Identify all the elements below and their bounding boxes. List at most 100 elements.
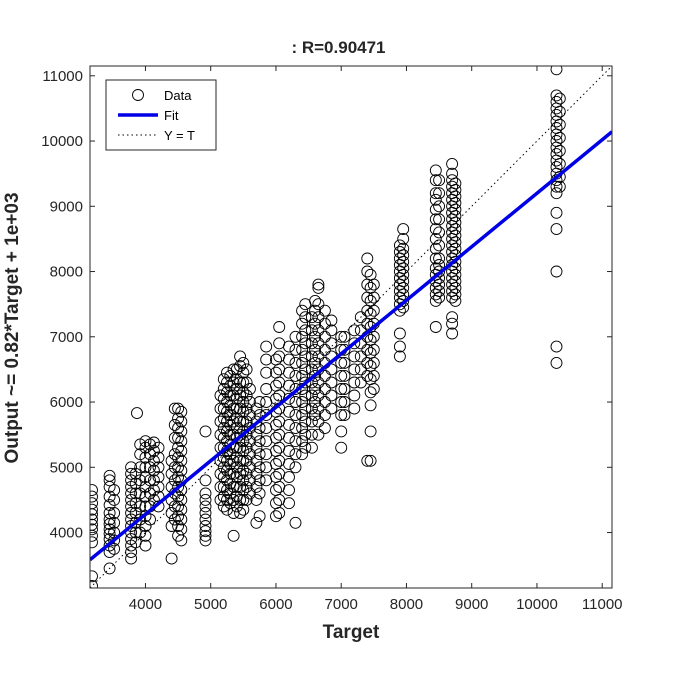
data-point [243,409,256,422]
data-point [429,252,442,265]
data-point [234,350,247,363]
data-point [172,431,185,444]
data-point [553,105,566,118]
data-point [296,435,309,448]
data-point [172,402,185,415]
data-point [367,356,380,369]
data-point [299,402,312,415]
data-point [338,356,351,369]
data-point [253,487,266,500]
data-point [289,343,302,356]
x-tick-label: 8000 [390,596,423,613]
data-point [318,343,331,356]
data-point [299,324,312,337]
data-point [312,324,325,337]
data-point [240,493,253,506]
data-point [237,356,250,369]
data-point [289,383,302,395]
data-point [139,539,152,552]
data-point [230,480,243,493]
data-point [214,428,227,441]
data-point [103,546,116,559]
data-point [449,210,462,223]
data-point [318,409,331,422]
data-point [172,500,185,513]
data-point [338,330,351,343]
data-point [283,418,295,431]
data-point [230,402,243,415]
data-point [217,422,230,435]
data-point [108,507,121,519]
data-point [253,448,266,461]
data-point [283,458,295,470]
data-point [139,451,152,464]
data-point [367,304,380,317]
data-point [165,454,178,467]
data-point [103,490,116,503]
data-point [175,435,188,448]
data-point [318,330,331,343]
data-point [152,451,165,464]
x-tick-label: 9000 [455,596,488,613]
data-point [550,340,563,353]
data-point [305,402,318,415]
data-point [134,500,147,513]
data-point [168,448,181,461]
data-point [172,412,185,425]
data-point [325,402,338,415]
data-point [230,441,243,454]
x-tick-label: 6000 [259,596,292,613]
data-point [134,461,147,474]
data-point [446,317,459,330]
data-point [250,454,263,467]
data-point [397,275,410,288]
data-point [305,363,318,376]
data-point [335,330,348,343]
data-point [550,223,563,236]
data-point [172,441,185,454]
data-point [367,278,380,291]
data-point [250,493,263,506]
data-point [309,409,322,422]
data-point [318,304,331,317]
data-point [90,484,98,497]
data-point [361,252,374,265]
data-point [325,376,338,389]
data-point [103,469,116,482]
data-point [230,461,243,474]
data-point [240,376,253,389]
data-point [433,265,446,278]
data-point [361,265,374,278]
data-point [449,255,462,268]
data-point [364,399,377,412]
data-point [283,379,295,392]
data-point [289,356,302,369]
data-point [283,392,295,405]
data-point [397,262,410,275]
data-point [338,343,351,356]
data-point [273,321,286,333]
legend-label: Data [164,88,192,103]
data-point [449,197,462,209]
data-point [433,285,446,298]
x-tick-label: 4000 [129,596,162,613]
data-point [175,464,188,477]
y-axis-label: Output ~= 0.82*Target + 1e+03 [2,192,23,464]
data-point [283,340,295,353]
data-point [296,343,309,356]
data-point [449,281,462,294]
data-point [393,340,406,353]
data-point [289,448,302,461]
data-point [103,523,116,536]
y-tick-label: 10000 [41,133,83,150]
data-point [429,174,442,187]
data-point [312,278,325,291]
data-point [348,376,361,389]
y-tick-label: 8000 [50,264,83,281]
data-point [289,330,302,343]
data-point [90,518,98,531]
data-point [165,552,178,565]
data-point [433,278,446,291]
data-point [550,356,563,369]
data-point [199,487,212,500]
